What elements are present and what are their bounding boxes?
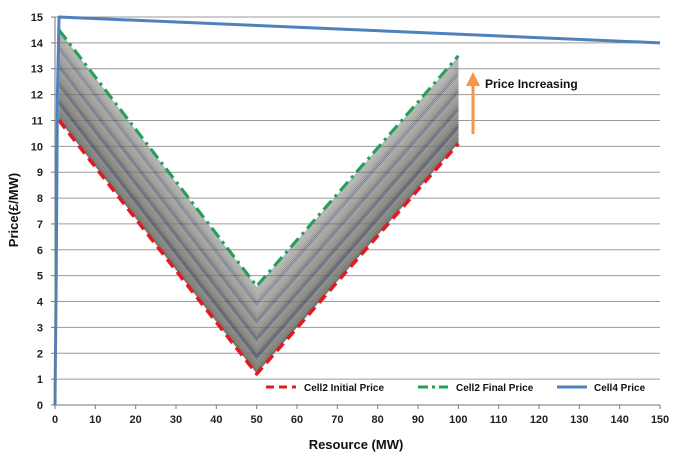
price-increasing-label: Price Increasing [485, 77, 578, 91]
y-tick-label-15: 15 [31, 12, 43, 24]
y-tick-label-9: 9 [37, 167, 43, 179]
series-line-0 [57, 119, 460, 376]
intermediate-price-line-5 [58, 108, 460, 365]
intermediate-price-line-4 [58, 110, 460, 367]
x-tick-label-90: 90 [412, 414, 424, 426]
y-tick-label-7: 7 [37, 219, 43, 231]
intermediate-price-line-22 [58, 69, 460, 328]
intermediate-price-line-14 [58, 88, 460, 345]
intermediate-price-line-12 [58, 92, 460, 350]
y-tick-label-12: 12 [31, 90, 43, 102]
price-increasing-annotation: Price Increasing [466, 72, 578, 134]
series-line-1 [57, 29, 460, 288]
legend-label-cell4: Cell4 Price [594, 383, 646, 394]
y-tick-label-10: 10 [31, 141, 43, 153]
y-tick-label-0: 0 [37, 400, 43, 412]
y-tick-label-8: 8 [37, 193, 43, 205]
series-lines [53, 15, 661, 406]
x-tick-label-60: 60 [291, 414, 303, 426]
intermediate-price-line-17 [58, 81, 460, 339]
intermediate-price-line-15 [58, 85, 460, 343]
intermediate-price-line-30 [58, 51, 460, 310]
intermediate-price-line-25 [58, 63, 460, 321]
y-axis-title: Price(£/MW) [6, 173, 21, 247]
y-tick-label-4: 4 [37, 297, 44, 309]
x-tick-label-20: 20 [130, 414, 142, 426]
x-tick-label-70: 70 [331, 414, 343, 426]
axes [54, 17, 660, 406]
intermediate-price-line-3 [58, 113, 460, 370]
x-tick-label-10: 10 [89, 414, 101, 426]
legend-label-initial: Cell2 Initial Price [304, 383, 384, 394]
intermediate-price-line-33 [58, 45, 460, 304]
intermediate-price-line-13 [58, 90, 460, 348]
intermediate-price-band [58, 31, 460, 374]
y-tick-label-5: 5 [37, 271, 43, 283]
x-tick-label-100: 100 [449, 414, 467, 426]
intermediate-price-line-9 [58, 99, 460, 356]
series-line-2 [53, 15, 661, 406]
x-tick-labels: 0 10 20 30 40 50 60 70 80 90 100 110 120 130 140 150 [52, 405, 669, 426]
intermediate-price-line-23 [58, 67, 460, 326]
y-tick-label-11: 11 [31, 115, 43, 127]
intermediate-price-line-6 [58, 106, 460, 363]
x-tick-label-80: 80 [372, 414, 384, 426]
x-tick-label-150: 150 [651, 414, 669, 426]
x-tick-label-120: 120 [530, 414, 548, 426]
intermediate-price-line-19 [58, 76, 460, 334]
y-tick-label-13: 13 [31, 64, 43, 76]
intermediate-price-line-26 [58, 60, 460, 319]
intermediate-price-line-35 [58, 40, 460, 299]
intermediate-price-line-32 [58, 47, 460, 306]
intermediate-price-line-2 [58, 115, 460, 372]
y-tick-label-6: 6 [37, 245, 43, 257]
x-tick-label-40: 40 [210, 414, 222, 426]
intermediate-price-line-24 [58, 65, 460, 323]
x-tick-label-50: 50 [251, 414, 263, 426]
intermediate-price-line-34 [58, 42, 460, 301]
intermediate-price-line-18 [58, 79, 460, 337]
intermediate-price-line-8 [58, 101, 460, 359]
intermediate-price-line-7 [58, 103, 460, 361]
x-tick-label-140: 140 [610, 414, 628, 426]
legend-label-final: Cell2 Final Price [456, 383, 534, 394]
intermediate-price-line-28 [58, 56, 460, 315]
intermediate-price-line-16 [58, 83, 460, 341]
x-tick-label-130: 130 [570, 414, 588, 426]
x-tick-label-30: 30 [170, 414, 182, 426]
intermediate-price-line-38 [58, 33, 460, 293]
x-tick-label-0: 0 [52, 414, 58, 426]
intermediate-price-line-21 [58, 72, 460, 330]
intermediate-price-line-27 [58, 58, 460, 317]
intermediate-price-line-37 [58, 36, 460, 295]
y-tick-label-1: 1 [37, 374, 43, 386]
intermediate-price-line-11 [58, 94, 460, 352]
up-arrow-head-icon [466, 72, 480, 86]
intermediate-price-line-31 [58, 49, 460, 308]
x-tick-label-110: 110 [490, 414, 508, 426]
intermediate-price-line-20 [58, 74, 460, 332]
legend: Cell2 Initial Price Cell2 Final Price Ce… [266, 383, 646, 394]
intermediate-price-line-29 [58, 54, 460, 312]
intermediate-price-line-10 [58, 97, 460, 354]
y-tick-label-14: 14 [31, 38, 44, 50]
y-tick-label-3: 3 [37, 322, 43, 334]
x-axis-title: Resource (MW) [309, 437, 404, 452]
intermediate-price-line-36 [58, 38, 460, 297]
y-tick-label-2: 2 [37, 348, 43, 360]
